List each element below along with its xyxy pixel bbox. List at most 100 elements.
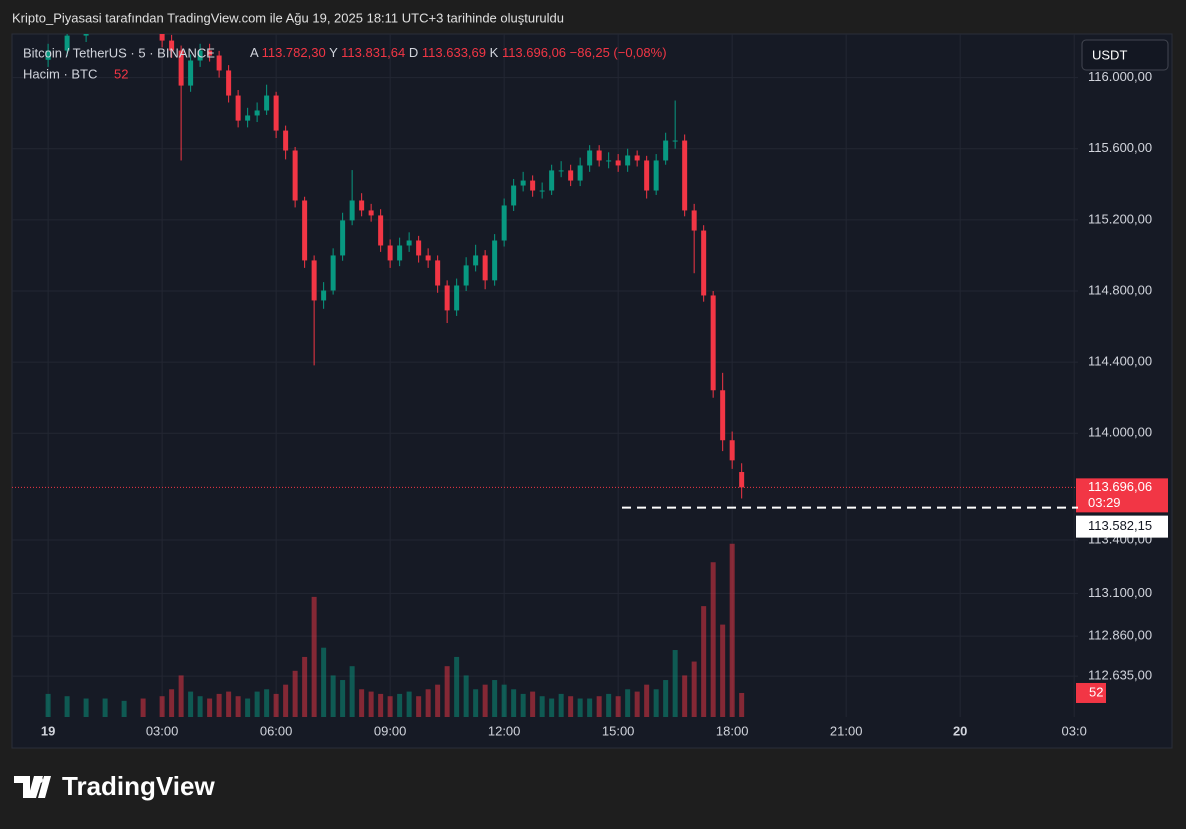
candle-body bbox=[178, 50, 184, 86]
candle-body bbox=[302, 200, 308, 261]
volume-bar bbox=[644, 684, 650, 717]
y-tick-label: 112.635,00 bbox=[1088, 668, 1152, 683]
volume-bar bbox=[368, 691, 374, 717]
volume-bar bbox=[159, 696, 165, 717]
candle-body bbox=[644, 160, 650, 191]
volume-bar bbox=[235, 696, 241, 717]
candle-body bbox=[701, 230, 707, 296]
candle-body bbox=[292, 150, 298, 201]
x-tick-label: 15:00 bbox=[602, 723, 635, 738]
x-tick-label: 21:00 bbox=[830, 723, 863, 738]
candle-body bbox=[634, 155, 640, 161]
candle-body bbox=[245, 115, 251, 121]
y-tick-label: 115.600,00 bbox=[1088, 140, 1152, 155]
countdown: 03:29 bbox=[1088, 495, 1121, 510]
candle-body bbox=[511, 185, 517, 206]
volume-bar bbox=[501, 684, 507, 717]
candle-body bbox=[368, 210, 374, 216]
x-tick-label: 03:00 bbox=[146, 723, 179, 738]
candle-body bbox=[454, 285, 460, 311]
volume-bar bbox=[169, 689, 175, 717]
candle-body bbox=[682, 140, 688, 211]
candle-body bbox=[577, 165, 583, 181]
currency-button[interactable] bbox=[1081, 39, 1169, 71]
candle-body bbox=[330, 255, 336, 291]
ohlc-value: 113.831,64 bbox=[341, 45, 405, 60]
x-tick-label: 12:00 bbox=[488, 723, 521, 738]
candle-body bbox=[359, 200, 365, 211]
volume-bar bbox=[653, 689, 659, 717]
candle-body bbox=[653, 160, 659, 191]
volume-bar bbox=[64, 696, 70, 717]
candle-body bbox=[444, 285, 450, 311]
volume-bar bbox=[663, 680, 669, 717]
candle-body bbox=[720, 390, 726, 441]
x-tick-label: 06:00 bbox=[260, 723, 293, 738]
legend-symbol: Bitcoin / TetherUS · 5 · BINANCE bbox=[23, 45, 215, 60]
volume-tag-label: 52 bbox=[1089, 684, 1103, 699]
volume-bar bbox=[197, 696, 203, 717]
candle-body bbox=[710, 295, 716, 391]
candle-body bbox=[672, 140, 678, 142]
candle-body bbox=[615, 160, 621, 166]
ohlc-value: 113.696,06 bbox=[502, 45, 566, 60]
candle-body bbox=[530, 180, 536, 191]
volume-bar bbox=[378, 693, 384, 717]
volume-bar bbox=[226, 691, 232, 717]
candle-body bbox=[501, 205, 507, 241]
volume-bar bbox=[425, 689, 431, 717]
volume-bar bbox=[121, 700, 127, 717]
volume-bar bbox=[292, 670, 298, 717]
candle-body bbox=[235, 95, 241, 121]
candle-body bbox=[625, 155, 631, 166]
price-line-tag bbox=[1076, 515, 1168, 538]
candle-body bbox=[340, 220, 346, 256]
candle-body bbox=[549, 170, 555, 191]
currency: USDT bbox=[1092, 47, 1127, 62]
volume-bar bbox=[207, 698, 213, 717]
volume-bar bbox=[739, 692, 745, 717]
ohlc-value: 113.782,30 bbox=[262, 45, 326, 60]
ohlc-key: A bbox=[250, 45, 259, 60]
volume-bar bbox=[691, 661, 697, 717]
y-tick-label: 112.860,00 bbox=[1088, 628, 1152, 643]
x-tick-label: 18:00 bbox=[716, 723, 749, 738]
candle-body bbox=[691, 210, 697, 231]
candle-body bbox=[606, 160, 612, 162]
ohlc-value: 113.633,69 bbox=[422, 45, 486, 60]
volume-title: Hacim · BTC bbox=[23, 66, 97, 81]
candle-body bbox=[264, 95, 270, 111]
candle-body bbox=[492, 240, 498, 281]
volume-bar bbox=[140, 698, 146, 717]
legend: Bitcoin / TetherUS · 5 · BINANCE A 113.7… bbox=[23, 45, 667, 81]
volume-tag bbox=[1076, 682, 1106, 703]
volume-bar bbox=[245, 698, 251, 717]
volume-bar bbox=[672, 650, 678, 717]
candle-body bbox=[197, 50, 203, 61]
volume-bar bbox=[406, 691, 412, 717]
logo: TradingView bbox=[14, 771, 215, 801]
volume-bar bbox=[45, 693, 51, 717]
volume-bar bbox=[587, 698, 593, 717]
candle-body bbox=[739, 472, 745, 488]
volume-bar bbox=[188, 691, 194, 717]
candle-body bbox=[216, 55, 222, 71]
volume-bar bbox=[558, 693, 564, 717]
volume-bar bbox=[435, 684, 441, 717]
candle-body bbox=[83, 34, 89, 36]
volume-bar bbox=[349, 666, 355, 717]
volume-bar bbox=[596, 696, 602, 717]
volume-bar bbox=[710, 562, 716, 717]
volume-bar bbox=[568, 696, 574, 717]
volume-bar bbox=[606, 693, 612, 717]
y-tick-label: 116.000,00 bbox=[1088, 69, 1152, 84]
candle-body bbox=[587, 150, 593, 166]
ohlc-key: K bbox=[490, 45, 499, 60]
y-tick-label: 113.100,00 bbox=[1088, 585, 1152, 600]
candle-body bbox=[226, 70, 232, 96]
y-tick-label: 114.400,00 bbox=[1088, 354, 1152, 369]
volume-bar bbox=[520, 693, 526, 717]
volume-bar bbox=[264, 689, 270, 717]
